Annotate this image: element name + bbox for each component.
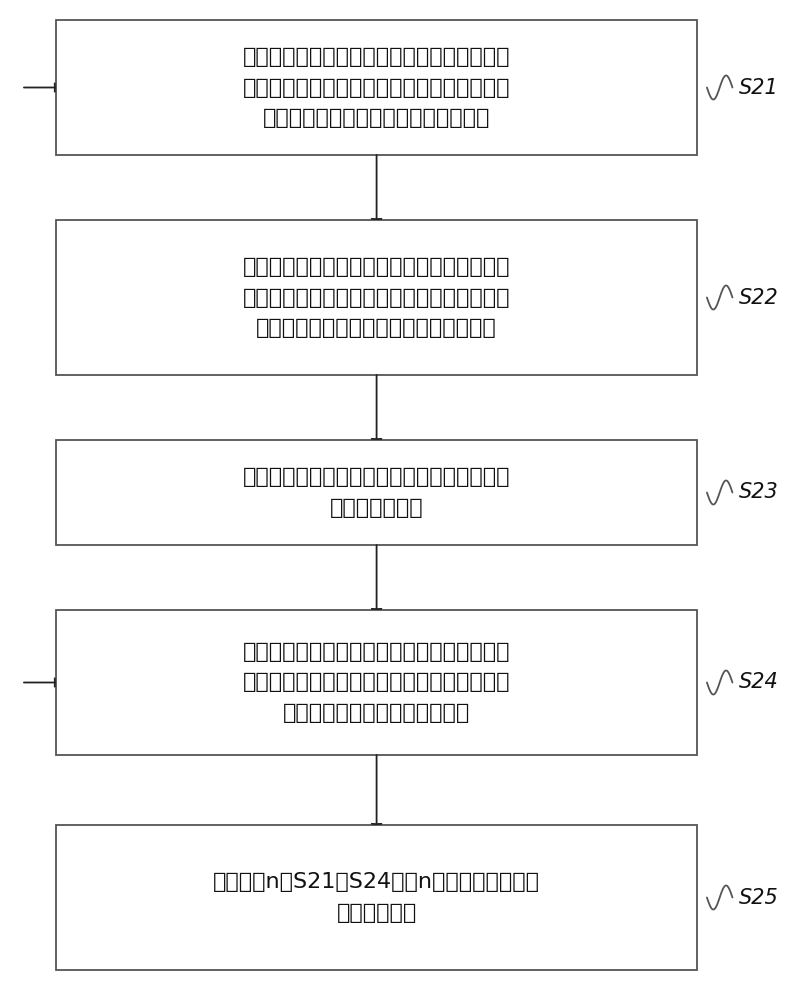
Text: S24: S24 (739, 672, 779, 692)
Text: 将所述最小吸光度值作为基数，获取最大吸光
度值和最小吸光度值的差值，计算所述差值与
作为基数的最小吸光度值的比值: 将所述最小吸光度值作为基数，获取最大吸光 度值和最小吸光度值的差值，计算所述差值… (243, 642, 510, 723)
Text: 扫描所述标本孔的反应样本获取若干吸光点的
吸光度值，以中间吸光点为中心进行有效吸光
点范围定义，剔除边缘存在误差的吸光点: 扫描所述标本孔的反应样本获取若干吸光点的 吸光度值，以中间吸光点为中心进行有效吸… (243, 257, 510, 338)
FancyBboxPatch shape (56, 20, 697, 155)
Text: 重复执行n次S21至S24，取n次比值的平均值作
为凝集参考值: 重复执行n次S21至S24，取n次比值的平均值作 为凝集参考值 (213, 872, 540, 923)
FancyBboxPatch shape (56, 825, 697, 970)
Text: S22: S22 (739, 288, 779, 308)
Text: S21: S21 (739, 78, 779, 98)
FancyBboxPatch shape (56, 610, 697, 755)
Text: 预先在微孔板的标本孔内放置已知血型的血球
或者血清，然后于每个所述标本孔内放置给定
血型血液的血球或者血清形成反应样本: 预先在微孔板的标本孔内放置已知血型的血球 或者血清，然后于每个所述标本孔内放置给… (243, 47, 510, 128)
Text: S25: S25 (739, 888, 779, 908)
Text: 在所述有效吸光点范围内，选取最小吸光度值
和最大吸光度值: 在所述有效吸光点范围内，选取最小吸光度值 和最大吸光度值 (243, 467, 510, 518)
Text: S23: S23 (739, 483, 779, 502)
FancyBboxPatch shape (56, 220, 697, 375)
FancyBboxPatch shape (56, 440, 697, 545)
